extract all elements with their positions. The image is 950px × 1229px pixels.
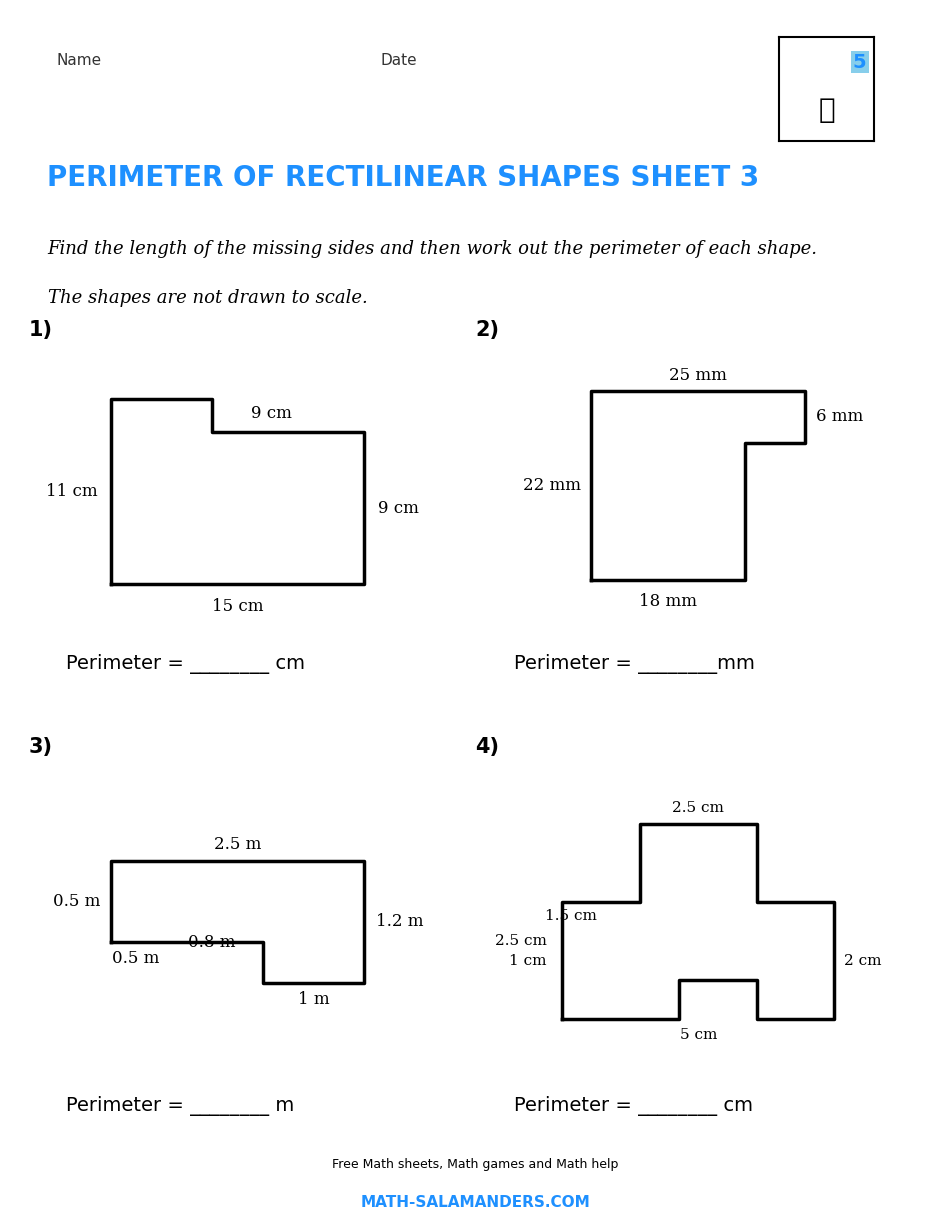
Text: 2.5 cm: 2.5 cm xyxy=(673,801,724,815)
Text: 15 cm: 15 cm xyxy=(212,599,263,614)
Text: 3): 3) xyxy=(28,737,52,757)
Text: 9 cm: 9 cm xyxy=(251,406,292,423)
Text: 4): 4) xyxy=(475,737,499,757)
Text: 1): 1) xyxy=(28,320,52,339)
Text: 0.5 m: 0.5 m xyxy=(112,950,160,967)
Text: Date: Date xyxy=(380,54,417,69)
Text: 6 mm: 6 mm xyxy=(816,408,863,425)
Text: Perimeter = ________ cm: Perimeter = ________ cm xyxy=(515,1096,753,1116)
Text: 5: 5 xyxy=(853,53,866,71)
Text: 0.8 m: 0.8 m xyxy=(188,934,236,951)
Text: 2 cm: 2 cm xyxy=(844,954,882,967)
Text: 0.5 m: 0.5 m xyxy=(53,893,101,909)
Text: 1 cm: 1 cm xyxy=(509,954,546,967)
Text: Free Math sheets, Math games and Math help: Free Math sheets, Math games and Math he… xyxy=(332,1158,618,1171)
Text: 22 mm: 22 mm xyxy=(522,477,580,494)
Text: Name: Name xyxy=(57,54,103,69)
Text: 11 cm: 11 cm xyxy=(46,483,97,500)
Text: 1.2 m: 1.2 m xyxy=(376,913,424,930)
Text: 2.5 cm: 2.5 cm xyxy=(495,934,546,949)
Text: 25 mm: 25 mm xyxy=(670,367,727,385)
Text: 1.5 cm: 1.5 cm xyxy=(545,908,598,923)
Text: 5 cm: 5 cm xyxy=(679,1029,717,1042)
Text: Perimeter = ________mm: Perimeter = ________mm xyxy=(515,654,755,673)
Text: 18 mm: 18 mm xyxy=(639,592,697,610)
Text: Perimeter = ________ m: Perimeter = ________ m xyxy=(66,1096,294,1116)
Text: 2.5 m: 2.5 m xyxy=(214,836,261,853)
Text: 🐆: 🐆 xyxy=(818,96,835,124)
Text: Perimeter = ________ cm: Perimeter = ________ cm xyxy=(66,654,306,673)
Text: 2): 2) xyxy=(475,320,499,339)
Text: The shapes are not drawn to scale.: The shapes are not drawn to scale. xyxy=(48,289,368,307)
Text: PERIMETER OF RECTILINEAR SHAPES SHEET 3: PERIMETER OF RECTILINEAR SHAPES SHEET 3 xyxy=(47,165,759,192)
Text: MATH-SALAMANDERS.COM: MATH-SALAMANDERS.COM xyxy=(360,1195,590,1209)
Text: 9 cm: 9 cm xyxy=(378,500,419,517)
Text: 1 m: 1 m xyxy=(297,991,330,1008)
Text: Find the length of the missing sides and then work out the perimeter of each sha: Find the length of the missing sides and… xyxy=(48,240,818,258)
